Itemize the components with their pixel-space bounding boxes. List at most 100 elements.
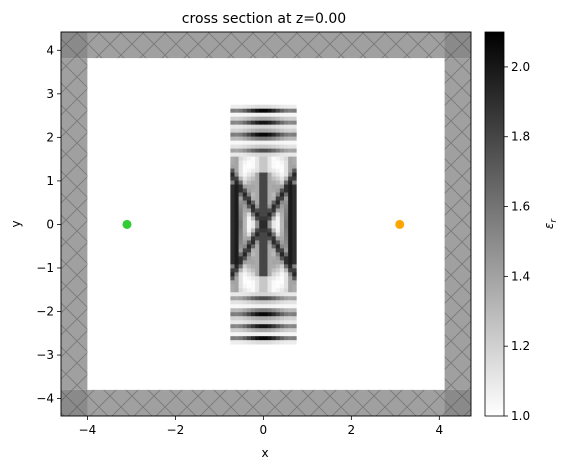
permittivity-cell — [292, 120, 297, 125]
permittivity-cell — [242, 276, 248, 281]
permittivity-cell — [267, 184, 272, 189]
permittivity-cell — [250, 280, 256, 285]
permittivity-cell — [250, 160, 256, 165]
permittivity-cell — [288, 212, 293, 217]
permittivity-cell — [267, 248, 272, 253]
permittivity-cell — [246, 200, 252, 205]
permittivity-cell — [246, 164, 252, 169]
permittivity-cell — [263, 112, 268, 117]
permittivity-cell — [250, 172, 256, 177]
permittivity-cell — [263, 268, 268, 273]
permittivity-cell — [242, 280, 248, 285]
permittivity-cell — [292, 148, 297, 153]
permittivity-cell — [255, 308, 260, 313]
permittivity-cell — [230, 216, 235, 221]
permittivity-cell — [238, 196, 244, 201]
permittivity-cell — [230, 164, 235, 169]
permittivity-cell — [271, 236, 277, 241]
permittivity-cell — [271, 204, 277, 209]
permittivity-cell — [275, 120, 281, 125]
permittivity-cell — [230, 332, 235, 337]
permittivity-cell — [230, 192, 235, 197]
permittivity-cell — [271, 200, 277, 205]
permittivity-cell — [259, 276, 264, 281]
permittivity-cell — [242, 168, 248, 173]
permittivity-cell — [288, 332, 293, 337]
permittivity-cell — [288, 292, 293, 297]
permittivity-cell — [263, 292, 268, 297]
permittivity-cell — [250, 136, 256, 141]
y-tick-label: −4 — [36, 392, 54, 406]
permittivity-cell — [288, 264, 293, 269]
colorbar-ticks: 1.0 1.2 1.4 1.6 1.8 2.0 — [504, 60, 530, 423]
permittivity-cell — [259, 148, 264, 153]
permittivity-cell — [279, 296, 285, 301]
permittivity-cell — [263, 208, 268, 213]
permittivity-cell — [242, 228, 248, 233]
permittivity-cell — [255, 316, 260, 321]
permittivity-cell — [255, 144, 260, 149]
permittivity-cell — [246, 168, 252, 173]
permittivity-cell — [288, 320, 293, 325]
permittivity-cell — [259, 152, 264, 157]
permittivity-cell — [288, 300, 293, 305]
permittivity-cell — [230, 160, 235, 165]
y-tick-label: −3 — [36, 348, 54, 362]
pml-right — [444, 58, 471, 390]
permittivity-cell — [238, 176, 244, 181]
x-tick-label: −2 — [167, 423, 185, 437]
permittivity-cell — [283, 304, 289, 309]
permittivity-cell — [250, 144, 256, 149]
permittivity-cell — [263, 260, 268, 265]
pml-corner — [61, 32, 88, 59]
permittivity-cell — [250, 232, 256, 237]
permittivity-cell — [234, 160, 239, 165]
permittivity-cell — [259, 316, 264, 321]
permittivity-cell — [275, 116, 281, 121]
permittivity-cell — [246, 340, 252, 345]
permittivity-cell — [246, 320, 252, 325]
permittivity-cell — [234, 172, 239, 177]
permittivity-cell — [279, 316, 285, 321]
permittivity-cell — [292, 244, 297, 249]
permittivity-cell — [288, 104, 293, 109]
permittivity-cell — [292, 308, 297, 313]
permittivity-cell — [271, 272, 277, 277]
permittivity-cell — [283, 160, 289, 165]
permittivity-cell — [279, 192, 285, 197]
permittivity-cell — [259, 160, 264, 165]
permittivity-cell — [267, 336, 272, 341]
permittivity-cell — [246, 304, 252, 309]
permittivity-cell — [242, 236, 248, 241]
permittivity-cell — [230, 144, 235, 149]
permittivity-cell — [259, 196, 264, 201]
permittivity-cell — [259, 340, 264, 345]
permittivity-cell — [250, 132, 256, 137]
permittivity-cell — [234, 336, 239, 341]
permittivity-cell — [263, 152, 268, 157]
permittivity-cell — [283, 204, 289, 209]
permittivity-cell — [250, 104, 256, 109]
pml-layer — [61, 32, 471, 416]
permittivity-cell — [283, 188, 289, 193]
permittivity-cell — [238, 224, 244, 229]
permittivity-cell — [267, 188, 272, 193]
permittivity-cell — [292, 316, 297, 321]
permittivity-cell — [279, 340, 285, 345]
x-axis-ticks: −4 −2 0 2 4 — [79, 416, 443, 437]
permittivity-cell — [259, 220, 264, 225]
permittivity-cell — [242, 136, 248, 141]
permittivity-cell — [250, 336, 256, 341]
permittivity-cell — [246, 292, 252, 297]
permittivity-cell — [263, 256, 268, 261]
permittivity-cell — [250, 208, 256, 213]
permittivity-cell — [242, 180, 248, 185]
permittivity-cell — [271, 144, 277, 149]
permittivity-cell — [250, 120, 256, 125]
permittivity-cell — [255, 240, 260, 245]
permittivity-cell — [288, 112, 293, 117]
permittivity-cell — [267, 228, 272, 233]
permittivity-cell — [230, 260, 235, 265]
permittivity-cell — [288, 124, 293, 129]
permittivity-cell — [288, 232, 293, 237]
